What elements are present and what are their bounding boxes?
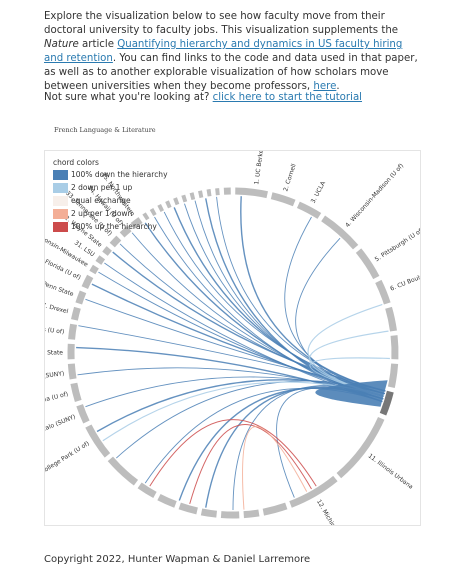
node-arc — [165, 200, 172, 209]
legend-swatch — [53, 183, 68, 193]
viz-title: French Language & Literature — [54, 126, 156, 134]
legend-label: 100% down the hierarchy — [71, 170, 168, 179]
chord-diagram: 1. UC Berkeley 2. Cornell 3. UCLA 4. Wiscon… — [45, 151, 420, 525]
text: . You can find links to the code and dat… — [44, 53, 418, 92]
node-arc — [181, 194, 188, 203]
node-arc — [262, 502, 288, 516]
chord — [112, 251, 386, 392]
chord — [173, 207, 385, 395]
legend-swatch — [53, 209, 68, 219]
node-arc — [379, 390, 394, 416]
node-arc — [235, 187, 268, 199]
node-arc — [157, 203, 165, 213]
node-arc — [390, 335, 399, 360]
legend: chord colors 100% down the hierarchy 2 dow… — [53, 158, 168, 232]
node-arc — [296, 201, 322, 219]
intro: Explore the visualization below to see h… — [44, 10, 424, 94]
node-arc — [336, 416, 385, 479]
text: Not sure what you're looking at? — [44, 92, 213, 103]
node-label: 24. University at Albany (SUNY) — [45, 370, 65, 389]
node-arc — [289, 475, 338, 508]
chord — [189, 424, 312, 505]
emphasis: Nature — [44, 39, 79, 50]
viz-box: 1. UC Berkeley 2. Cornell 3. UCLA 4. Wiscon… — [44, 150, 421, 526]
node-label: 4. Wisconsin-Madison (U of) — [344, 162, 405, 229]
node-arc — [321, 215, 359, 250]
legend-label: 100% up the hierarchy — [71, 222, 157, 231]
node-arc — [198, 190, 204, 199]
node-label: 25. Michigan State — [45, 350, 63, 357]
node-arc — [109, 235, 122, 248]
node-arc — [95, 255, 106, 265]
paper-link[interactable]: Quantifying hierarchy and dynamics in US… — [44, 39, 403, 64]
node-arc — [142, 212, 150, 221]
legend-label: 2 up per 1 down — [71, 209, 133, 218]
node-arc — [89, 264, 99, 275]
footer: Copyright 2022, Hunter Wapman & Daniel L… — [44, 554, 311, 565]
node-arc — [178, 502, 198, 515]
node-label: 28. Penn State — [45, 277, 75, 299]
node-arc — [149, 207, 157, 217]
here-link[interactable]: here — [313, 81, 337, 92]
node-arc — [76, 404, 90, 424]
chord — [242, 426, 308, 510]
node-label: 12. Michigan (U of) — [315, 498, 350, 525]
legend-title: chord colors — [53, 158, 99, 167]
node-arc — [387, 363, 399, 388]
chord — [205, 386, 385, 508]
legend-label: equal exchange — [71, 196, 131, 205]
chord — [163, 211, 386, 392]
node-arc — [107, 456, 139, 486]
text: Explore the visualization below to see h… — [44, 11, 399, 36]
node-label: 27. Drexel — [45, 301, 69, 315]
text: article — [78, 39, 118, 50]
node-arc — [137, 482, 157, 499]
legend-swatch — [53, 196, 68, 206]
node-arc — [70, 382, 82, 402]
chord — [216, 196, 386, 392]
chord — [205, 198, 383, 403]
node-label: 2. Cornell — [282, 163, 298, 193]
node-arc — [85, 424, 111, 458]
node-label: 26. North Texas (U of) — [45, 321, 65, 336]
node-arc — [270, 192, 296, 207]
node-label: 11. Illinois Urbana — [367, 453, 415, 491]
chord-wedge — [315, 380, 388, 407]
node-arc — [75, 290, 87, 305]
node-arc — [119, 225, 132, 238]
node-arc — [200, 508, 218, 518]
chord — [119, 243, 385, 395]
node-label: 21. Maryland College Park (U of) — [45, 440, 91, 497]
node-arc — [102, 246, 112, 256]
legend-label: 2 down per 1 up — [71, 183, 133, 192]
node-arc — [173, 197, 180, 206]
tutorial: Not sure what you're looking at? click h… — [44, 91, 424, 105]
node-label: 3. UCLA — [310, 179, 328, 204]
node-arc — [130, 217, 143, 229]
legend-swatch — [53, 222, 68, 232]
node-arc — [375, 279, 391, 305]
node-label: 6. CU Boulder — [389, 270, 420, 292]
node-arc — [243, 509, 260, 519]
node-arc — [67, 363, 77, 380]
node-label: 23. Arizona (U of) — [45, 391, 69, 411]
node-label: 1. UC Berkeley — [253, 151, 266, 185]
node-arc — [206, 189, 212, 197]
chord — [149, 419, 317, 487]
node-arc — [81, 274, 94, 290]
node-arc — [70, 306, 81, 321]
node-arc — [68, 323, 78, 340]
legend-swatch — [53, 170, 68, 180]
chord — [178, 387, 384, 501]
node-arc — [157, 493, 177, 508]
node-arc — [189, 192, 196, 201]
tutorial-link[interactable]: click here to start the tutorial — [212, 92, 363, 103]
node-arc — [355, 248, 380, 280]
node-arc — [385, 306, 397, 332]
node-label: 5. Pittsburgh (U of) — [374, 226, 420, 263]
text: . — [336, 81, 340, 92]
